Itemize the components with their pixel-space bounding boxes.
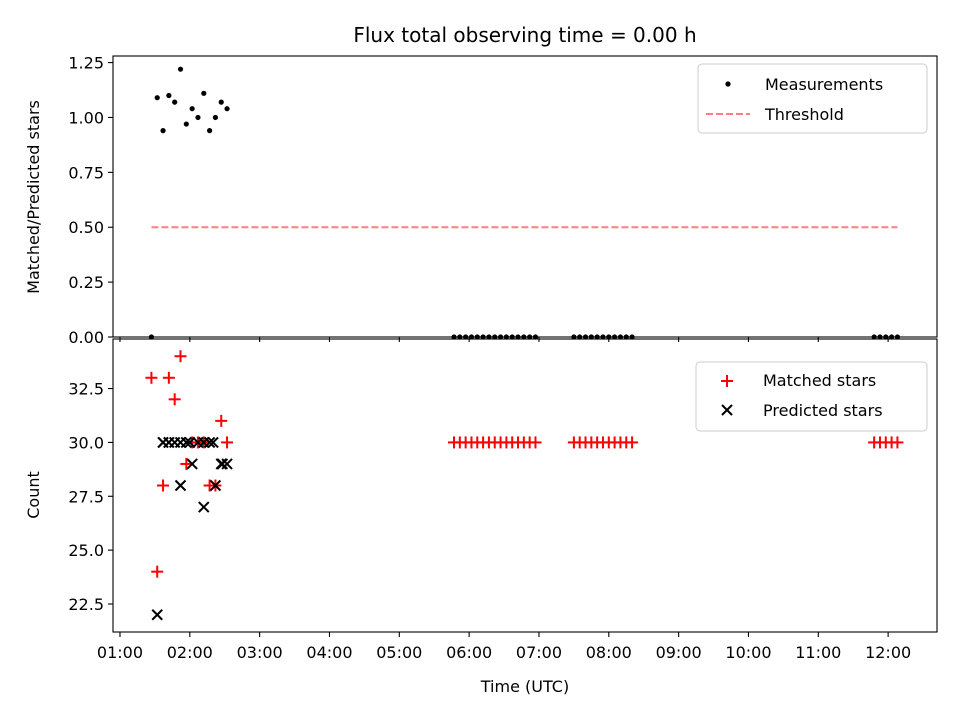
measurement-point (195, 114, 201, 121)
matched-star-point (174, 350, 187, 363)
matched-star-point (626, 436, 639, 449)
legend-matched-label: Matched stars (763, 371, 876, 390)
bottom-y-ticks: 22.5 25.0 27.5 30.0 32.5 (68, 380, 113, 614)
top-y-ticks: 0.00 0.25 0.50 0.75 1.00 1.25 (68, 54, 113, 347)
measurement-point (172, 99, 178, 105)
x-tick-label: 02:00 (167, 643, 213, 662)
top-axes-frame (112, 55, 938, 338)
measurement-point (212, 114, 219, 121)
bottom-axes-frame (112, 338, 938, 633)
measurement-point (189, 106, 195, 112)
y-tick-label: 32.5 (68, 380, 104, 399)
measurement-point (154, 95, 160, 101)
bottom-x-axis-label: Time (UTC) (480, 677, 569, 696)
bottom-y-axis-label: Count (24, 471, 43, 519)
y-tick-label: 1.25 (68, 54, 104, 73)
predicted-star-point (198, 501, 210, 513)
measurement-point (206, 128, 213, 134)
measurement-point (160, 128, 166, 134)
predicted-star-point (186, 458, 198, 470)
predicted-star-point (184, 436, 196, 449)
bottom-legend-box (695, 361, 928, 432)
y-tick-label: 0.00 (68, 328, 104, 347)
x-tick-label: 07:00 (516, 643, 562, 662)
y-tick-label: 25.0 (68, 541, 104, 560)
bottom-plot-marks (145, 350, 904, 621)
predicted-star-point (216, 458, 229, 470)
predicted-star-point (174, 436, 187, 449)
measurement-point (166, 92, 172, 99)
legend-threshold-label: Threshold (764, 105, 844, 124)
x-tick-label: 01:00 (97, 643, 143, 662)
measurement-point (177, 66, 184, 72)
y-tick-label: 22.5 (68, 595, 104, 614)
legend-measurements-label: Measurements (765, 75, 883, 94)
legend-predicted-label: Predicted stars (763, 401, 883, 420)
x-tick-label: 08:00 (586, 643, 632, 662)
x-tick-label: 04:00 (306, 643, 352, 662)
x-tick-label: 06:00 (446, 643, 492, 662)
predicted-star-point (198, 436, 210, 449)
predicted-star-point (209, 479, 222, 492)
x-tick-label: 09:00 (656, 643, 702, 662)
predicted-star-point (163, 436, 175, 449)
top-y-axis-label: Matched/Predicted stars (24, 100, 43, 294)
y-tick-label: 0.75 (68, 163, 104, 182)
predicted-star-point (174, 479, 187, 492)
top-panel: 0.00 0.25 0.50 0.75 1.00 1.25 Matched/Predict… (24, 54, 938, 347)
measurement-point (201, 90, 207, 96)
bottom-x-ticks: 01:00 02:00 03:00 04:00 05:00 06:00 07:00 08:00… (97, 632, 911, 662)
bottom-panel: 22.5 25.0 27.5 30.0 32.5 01:00 02:00 03:00 04:0… (24, 338, 938, 696)
matched-star-point (162, 371, 175, 384)
matched-star-point (157, 479, 170, 492)
predicted-star-point (207, 436, 219, 449)
matched-star-point (891, 436, 904, 449)
top-legend: Measurements Threshold (697, 63, 928, 134)
matched-star-point (151, 565, 164, 578)
measurement-point (224, 106, 230, 112)
y-tick-label: 0.25 (68, 273, 104, 292)
legend-predicted-marker (721, 404, 733, 416)
predicted-star-point (151, 609, 163, 621)
matched-star-point (168, 393, 181, 406)
x-tick-label: 12:00 (865, 643, 911, 662)
matched-star-point (145, 371, 158, 384)
x-tick-label: 03:00 (237, 643, 283, 662)
matched-star-point (215, 414, 228, 427)
predicted-star-point (221, 458, 233, 470)
legend-matched-marker (721, 375, 733, 387)
matched-star-point (221, 436, 234, 449)
y-tick-label: 27.5 (68, 487, 104, 506)
x-tick-label: 11:00 (795, 643, 841, 662)
measurement-point (183, 121, 189, 127)
y-tick-label: 1.00 (68, 108, 104, 127)
y-tick-label: 30.0 (68, 433, 104, 452)
measurement-point (218, 99, 224, 105)
bottom-legend: Matched stars Predicted stars (695, 361, 928, 432)
chart-title: Flux total observing time = 0.00 h (353, 23, 696, 47)
matched-star-point (180, 457, 193, 470)
top-legend-box (697, 63, 928, 134)
x-tick-label: 10:00 (725, 643, 771, 662)
y-tick-label: 0.50 (68, 218, 104, 237)
matched-star-point (529, 436, 542, 449)
legend-measurements-marker (725, 81, 731, 87)
x-tick-label: 05:00 (376, 643, 422, 662)
